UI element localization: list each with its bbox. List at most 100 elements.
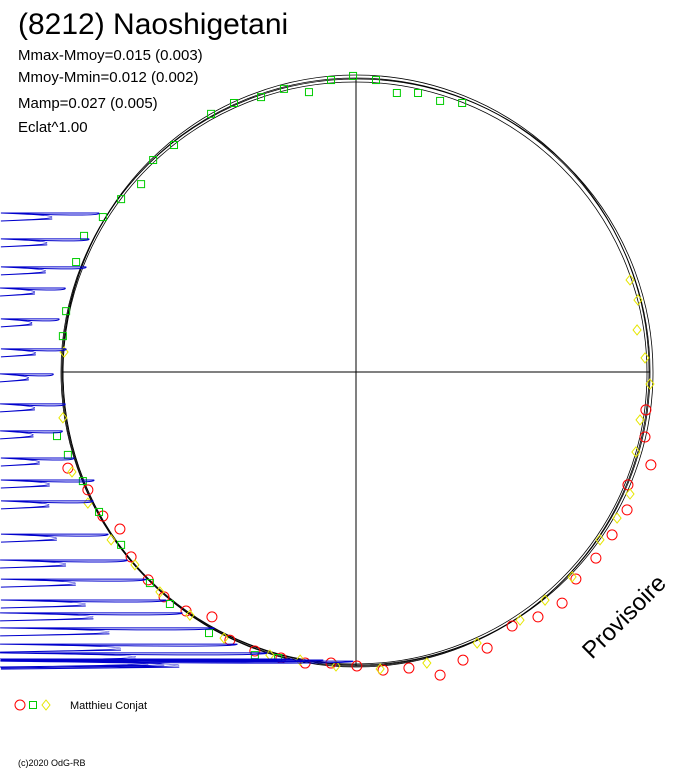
data-point [229, 98, 238, 107]
data-point [80, 231, 89, 240]
data-point [371, 76, 380, 85]
data-point [556, 597, 568, 609]
data-point [506, 620, 518, 632]
data-point [63, 450, 72, 459]
data-point [0, 373, 54, 383]
stat-line: Eclat^1.00 [18, 119, 88, 136]
data-point [625, 274, 635, 286]
data-point [631, 446, 641, 458]
data-point [0, 479, 95, 489]
data-point [0, 533, 109, 543]
data-point [633, 294, 643, 306]
data-point [0, 599, 167, 609]
data-point [279, 84, 288, 93]
data-point [165, 599, 174, 608]
data-point [590, 552, 602, 564]
stat-line: Mmoy-Mmin=0.012 (0.002) [18, 69, 198, 86]
data-point [403, 662, 415, 674]
data-point [612, 512, 622, 524]
data-point [0, 430, 63, 440]
data-point [0, 559, 128, 569]
data-point [540, 594, 550, 606]
data-point [640, 352, 650, 364]
data-point [62, 307, 71, 316]
data-point [72, 258, 81, 267]
data-point [375, 663, 385, 675]
data-point [149, 156, 158, 165]
data-point [82, 484, 94, 496]
data-point [532, 611, 544, 623]
data-point [457, 654, 469, 666]
data-point [0, 500, 94, 510]
legend-symbol [41, 699, 51, 711]
data-point [639, 431, 651, 443]
data-point [117, 540, 126, 549]
data-point [0, 660, 354, 670]
data-point [351, 660, 363, 672]
data-point [145, 579, 154, 588]
data-point [640, 404, 652, 416]
data-point [114, 523, 126, 535]
data-point [170, 141, 179, 150]
data-point [67, 466, 77, 478]
data-point [422, 657, 432, 669]
data-point [205, 629, 213, 638]
data-point [625, 488, 635, 500]
data-point [0, 403, 66, 413]
chart-title: (8212) Naoshigetani [18, 8, 288, 41]
data-point [645, 459, 657, 471]
data-point [414, 88, 423, 97]
data-point [0, 578, 147, 588]
data-point [621, 504, 633, 516]
data-point [436, 96, 445, 105]
data-point [0, 643, 238, 653]
data-point [83, 497, 93, 509]
data-point [219, 632, 229, 644]
data-point [567, 571, 577, 583]
data-point [78, 477, 87, 486]
data-point [0, 658, 293, 668]
data-point [106, 534, 116, 546]
data-point [0, 627, 215, 637]
watermark: Provisoire [577, 570, 672, 665]
data-point [257, 93, 266, 102]
data-point [0, 457, 75, 467]
data-point [458, 98, 467, 107]
legend-label: Matthieu Conjat [70, 700, 147, 712]
data-point [472, 637, 482, 649]
data-point [206, 611, 218, 623]
data-point [377, 664, 389, 676]
data-point [622, 479, 634, 491]
data-point [249, 645, 261, 657]
data-point [0, 266, 87, 276]
stat-line: Mamp=0.027 (0.005) [18, 95, 158, 112]
data-point [0, 318, 60, 328]
data-point [304, 88, 313, 97]
data-point [632, 324, 642, 336]
data-point [95, 507, 104, 516]
data-point [185, 609, 195, 621]
data-point [331, 660, 341, 672]
data-point [515, 614, 525, 626]
data-point [645, 378, 655, 390]
legend-symbol [29, 701, 37, 709]
copyright: (c)2020 OdG-RB [18, 758, 86, 768]
data-point [595, 534, 605, 546]
model-curve [62, 74, 650, 668]
data-point [58, 412, 68, 424]
data-point [481, 642, 493, 654]
data-point [125, 551, 137, 563]
data-point [0, 287, 66, 297]
data-point [0, 212, 100, 222]
data-point [207, 109, 216, 118]
data-point [130, 559, 140, 571]
data-point [53, 432, 62, 441]
data-point [327, 76, 336, 85]
data-point [635, 414, 645, 426]
stat-line: Mmax-Mmoy=0.015 (0.003) [18, 47, 203, 64]
data-point [98, 213, 107, 222]
data-point [0, 348, 67, 358]
data-point [0, 612, 183, 622]
